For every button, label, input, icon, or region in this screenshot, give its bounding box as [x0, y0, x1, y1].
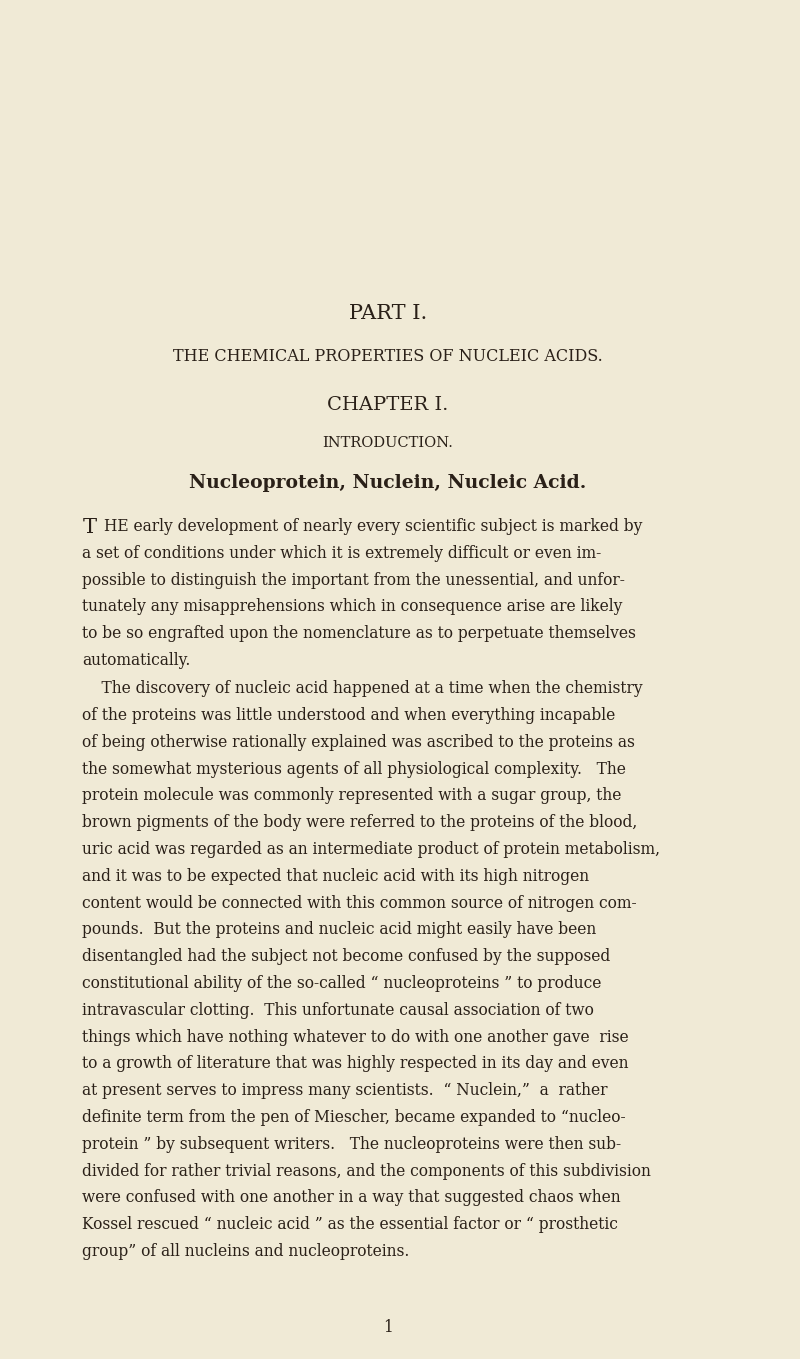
- Text: Kossel rescued “ nucleic acid ” as the essential factor or “ prosthetic: Kossel rescued “ nucleic acid ” as the e…: [82, 1216, 618, 1233]
- Text: T: T: [82, 518, 97, 537]
- Text: to be so engrafted upon the nomenclature as to perpetuate themselves: to be so engrafted upon the nomenclature…: [82, 625, 636, 643]
- Text: HE early development of nearly every scientific subject is marked by: HE early development of nearly every sci…: [104, 518, 642, 535]
- Text: tunately any misapprehensions which in consequence arise are likely: tunately any misapprehensions which in c…: [82, 598, 623, 616]
- Text: content would be connected with this common source of nitrogen com-: content would be connected with this com…: [82, 894, 637, 912]
- Text: things which have nothing whatever to do with one another gave  rise: things which have nothing whatever to do…: [82, 1029, 629, 1045]
- Text: protein molecule was commonly represented with a sugar group, the: protein molecule was commonly represente…: [82, 787, 622, 805]
- Text: possible to distinguish the important from the unessential, and unfor-: possible to distinguish the important fr…: [82, 572, 626, 588]
- Text: brown pigments of the body were referred to the proteins of the blood,: brown pigments of the body were referred…: [82, 814, 638, 832]
- Text: disentangled had the subject not become confused by the supposed: disentangled had the subject not become …: [82, 949, 610, 965]
- Text: CHAPTER I.: CHAPTER I.: [327, 395, 449, 414]
- Text: constitutional ability of the so-called “ nucleoproteins ” to produce: constitutional ability of the so-called …: [82, 974, 602, 992]
- Text: protein ” by subsequent writers.   The nucleoproteins were then sub-: protein ” by subsequent writers. The nuc…: [82, 1136, 622, 1152]
- Text: 1: 1: [383, 1320, 393, 1336]
- Text: Nucleoprotein, Nuclein, Nucleic Acid.: Nucleoprotein, Nuclein, Nucleic Acid.: [190, 474, 586, 492]
- Text: at present serves to impress many scientists.  “ Nuclein,”  a  rather: at present serves to impress many scient…: [82, 1082, 608, 1099]
- Text: of being otherwise rationally explained was ascribed to the proteins as: of being otherwise rationally explained …: [82, 734, 635, 750]
- Text: of the proteins was little understood and when everything incapable: of the proteins was little understood an…: [82, 707, 616, 724]
- Text: INTRODUCTION.: INTRODUCTION.: [322, 436, 454, 450]
- Text: PART I.: PART I.: [349, 304, 427, 323]
- Text: and it was to be expected that nucleic acid with its high nitrogen: and it was to be expected that nucleic a…: [82, 868, 590, 885]
- Text: group” of all nucleins and nucleoproteins.: group” of all nucleins and nucleoprotein…: [82, 1243, 410, 1260]
- Text: uric acid was regarded as an intermediate product of protein metabolism,: uric acid was regarded as an intermediat…: [82, 841, 661, 858]
- Text: definite term from the pen of Miescher, became expanded to “nucleo-: definite term from the pen of Miescher, …: [82, 1109, 626, 1127]
- Text: divided for rather trivial reasons, and the components of this subdivision: divided for rather trivial reasons, and …: [82, 1162, 651, 1180]
- Text: The discovery of nucleic acid happened at a time when the chemistry: The discovery of nucleic acid happened a…: [82, 680, 643, 697]
- Text: a set of conditions under which it is extremely difficult or even im-: a set of conditions under which it is ex…: [82, 545, 602, 561]
- Text: THE CHEMICAL PROPERTIES OF NUCLEIC ACIDS.: THE CHEMICAL PROPERTIES OF NUCLEIC ACIDS…: [173, 348, 603, 366]
- Text: to a growth of literature that was highly respected in its day and even: to a growth of literature that was highl…: [82, 1056, 629, 1072]
- Text: were confused with one another in a way that suggested chaos when: were confused with one another in a way …: [82, 1189, 621, 1207]
- Text: automatically.: automatically.: [82, 652, 191, 669]
- Text: pounds.  But the proteins and nucleic acid might easily have been: pounds. But the proteins and nucleic aci…: [82, 921, 597, 938]
- Text: intravascular clotting.  This unfortunate causal association of two: intravascular clotting. This unfortunate…: [82, 1002, 594, 1019]
- Text: the somewhat mysterious agents of all physiological complexity.   The: the somewhat mysterious agents of all ph…: [82, 761, 626, 777]
